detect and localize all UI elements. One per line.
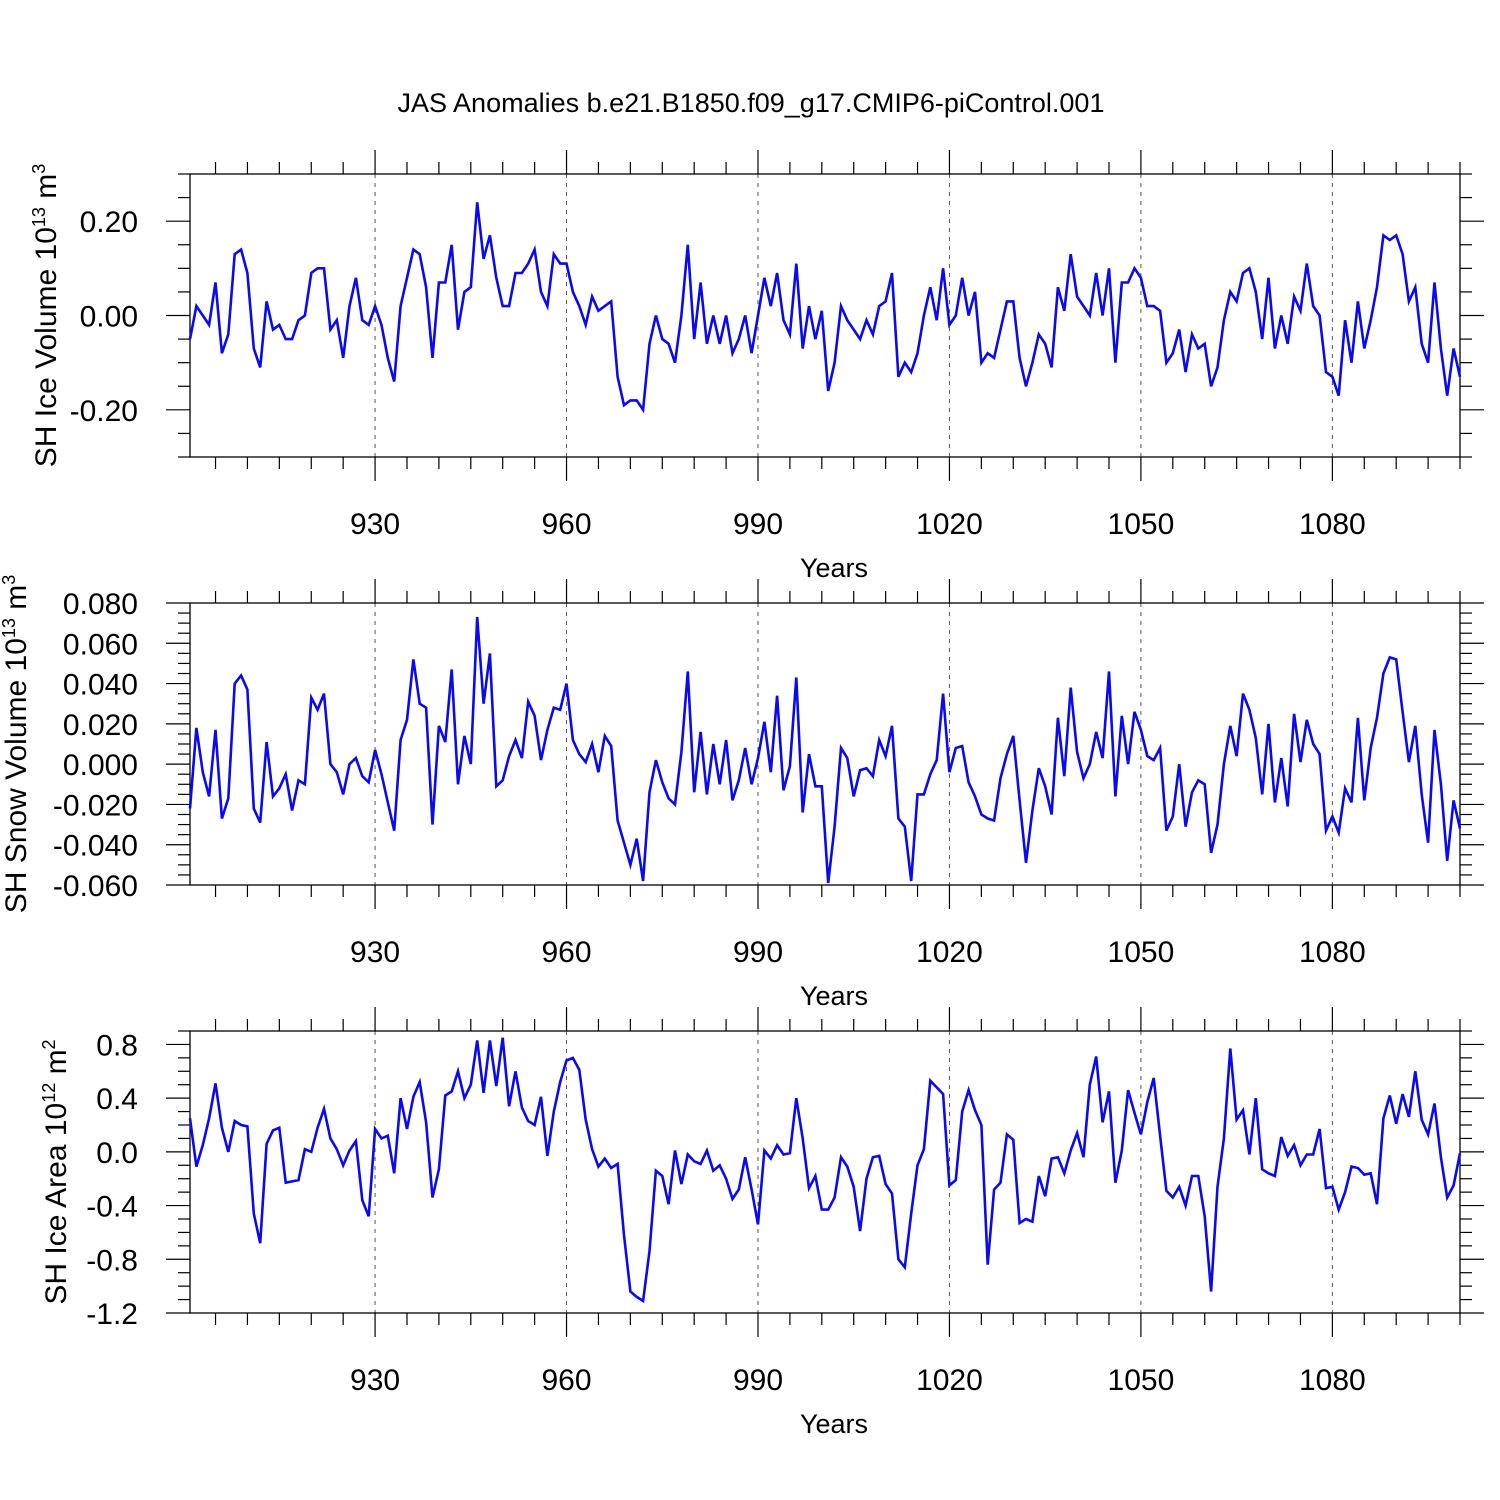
x-tick-label: 1080 <box>1299 1364 1366 1397</box>
y-axis-title-unit-exponent: 3 <box>29 164 49 174</box>
y-axis-title-text: SH Ice Volume 10 <box>30 227 63 467</box>
x-tick-label: 1050 <box>1108 508 1175 541</box>
x-tick-label: 1050 <box>1108 936 1175 969</box>
plot-frame <box>189 1030 1461 1314</box>
y-tick-label: 0.0 <box>96 1137 138 1170</box>
x-tick-label: 1020 <box>916 936 983 969</box>
y-axis-title-unit: m <box>0 585 33 618</box>
y-tick-label: 0.040 <box>63 669 138 702</box>
x-tick-label: 960 <box>542 508 592 541</box>
y-axis-title-text: SH Ice Area 10 <box>40 1103 73 1305</box>
x-tick-label: 990 <box>733 1364 783 1397</box>
y-axis-title: SH Ice Volume 1013 m3 <box>29 164 63 468</box>
x-tick-label: 1020 <box>916 1364 983 1397</box>
y-axis-title-unit: m <box>40 1049 73 1082</box>
y-axis-title-text: SH Snow Volume 10 <box>0 638 33 913</box>
x-tick-label: 960 <box>542 1364 592 1397</box>
y-axis-title-exponent: 13 <box>0 618 19 638</box>
y-tick-label: 0.4 <box>96 1083 138 1116</box>
series-line <box>188 617 1462 884</box>
y-axis-title: SH Snow Volume 1013 m3 <box>0 575 33 914</box>
y-tick-label: 0.00 <box>80 301 138 334</box>
x-tick-label: 930 <box>350 936 400 969</box>
x-tick-label: 1020 <box>916 508 983 541</box>
y-tick-label: -0.040 <box>53 830 138 863</box>
y-tick-label: -0.4 <box>86 1191 138 1224</box>
x-tick-label: 990 <box>733 508 783 541</box>
x-tick-label: 1050 <box>1108 1364 1175 1397</box>
y-tick-label: -0.060 <box>53 870 138 903</box>
y-tick-label: -0.20 <box>70 395 138 428</box>
series-line <box>188 202 1462 414</box>
y-tick-label: 0.20 <box>80 206 138 239</box>
y-tick-label: 0.8 <box>96 1029 138 1062</box>
series-line <box>188 1037 1462 1304</box>
panel-3: 930 960 990 1020 1050 1080 -1.2 -0.8 -0.4 0.0 0.4 0… <box>39 1007 1484 1439</box>
x-tick-label: 960 <box>542 936 592 969</box>
x-tick-label: 1080 <box>1299 936 1366 969</box>
y-tick-label: 0.020 <box>63 709 138 742</box>
x-axis-title: Years <box>800 553 868 583</box>
x-tick-label: 930 <box>350 1364 400 1397</box>
x-tick-label: 930 <box>350 508 400 541</box>
y-axis-title-unit: m <box>30 174 63 207</box>
x-tick-label: 990 <box>733 936 783 969</box>
x-axis-title: Years <box>800 981 868 1011</box>
y-axis-title-unit-exponent: 2 <box>39 1039 59 1049</box>
panel-2: 930 960 990 1020 1050 1080 -0.060 -0.040 -0.020 0… <box>0 575 1484 1011</box>
y-axis-title-unit-exponent: 3 <box>0 575 19 585</box>
y-tick-label: 0.080 <box>63 588 138 621</box>
y-tick-label: 0.000 <box>63 749 138 782</box>
x-tick-label: 1080 <box>1299 508 1366 541</box>
y-axis-title: SH Ice Area 1012 m2 <box>39 1039 73 1304</box>
y-tick-label: -1.2 <box>86 1298 138 1331</box>
y-axis-title-exponent: 12 <box>39 1083 59 1103</box>
y-axis-title-exponent: 13 <box>29 207 49 227</box>
y-tick-label: 0.060 <box>63 628 138 661</box>
plot-frame <box>189 173 1461 458</box>
panels-container: 930 960 990 1020 1050 1080 -0.20 0.00 0.20 Years S… <box>0 150 1484 1439</box>
panel-1: 930 960 990 1020 1050 1080 -0.20 0.00 0.20 Years S… <box>29 150 1484 583</box>
y-tick-label: -0.8 <box>86 1244 138 1277</box>
x-axis-title: Years <box>800 1409 868 1439</box>
figure-title: JAS Anomalies b.e21.B1850.f09_g17.CMIP6-… <box>398 88 1105 118</box>
y-tick-label: -0.020 <box>53 789 138 822</box>
